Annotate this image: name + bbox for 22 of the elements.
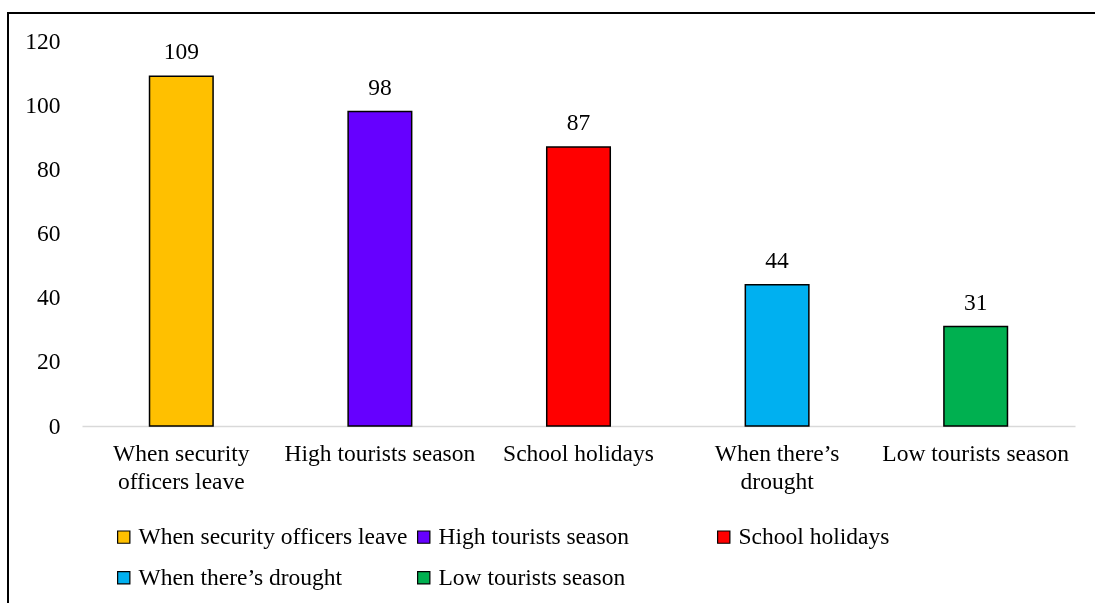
y-tick-label: 20: [37, 348, 61, 375]
x-tick-label: When security officers leave: [113, 439, 250, 494]
y-tick-label: 80: [37, 155, 61, 182]
y-tick-label: 100: [25, 91, 61, 118]
x-tick-label: Low tourists season: [882, 439, 1070, 466]
x-tick-label: High tourists season: [284, 439, 476, 466]
legend-label: When there’s drought: [138, 563, 343, 590]
legend-label: Low tourists season: [438, 563, 626, 590]
legend-label: High tourists season: [438, 523, 630, 550]
x-tick-label: School holidays: [503, 439, 654, 466]
y-tick-label: 60: [37, 220, 61, 246]
data-label: 109: [163, 38, 199, 65]
legend-label: When security officers leave: [138, 523, 408, 550]
y-tick-label: 120: [25, 27, 61, 54]
y-tick-label: 40: [37, 284, 61, 311]
data-label: 44: [765, 246, 790, 273]
legend-label: School holidays: [738, 523, 890, 550]
x-tick-label: When there’s drought: [714, 439, 840, 494]
data-label: 87: [566, 108, 591, 135]
data-label: 31: [963, 288, 988, 315]
data-label: 98: [368, 73, 392, 100]
y-tick-label: 0: [48, 412, 61, 439]
